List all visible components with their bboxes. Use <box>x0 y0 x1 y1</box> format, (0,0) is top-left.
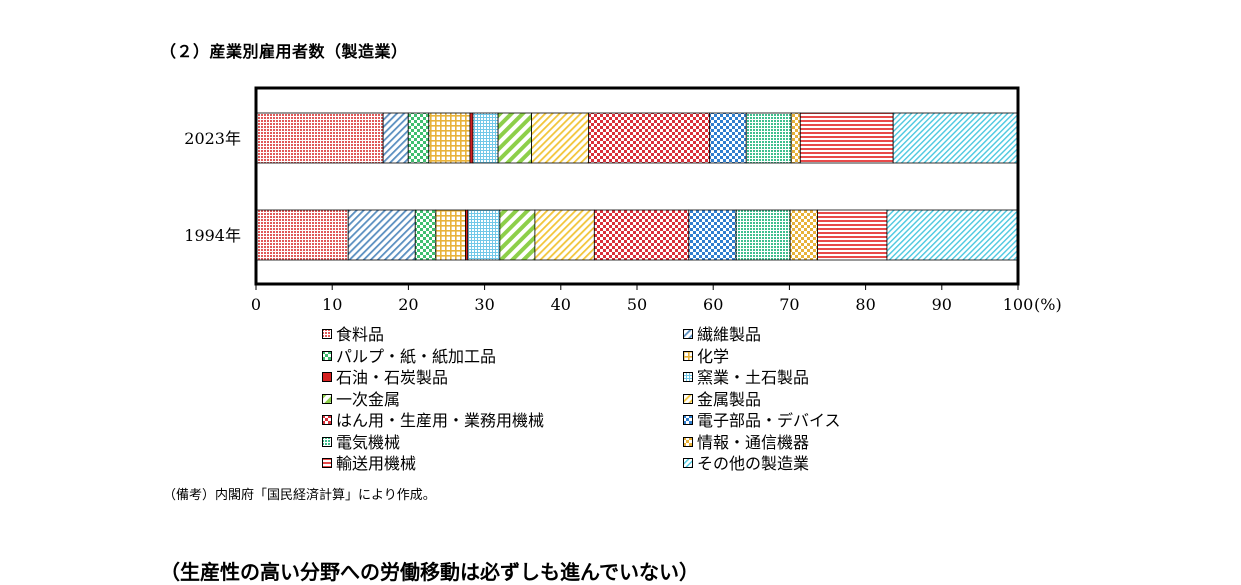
bar-segment <box>745 112 792 164</box>
bar-segment <box>593 209 690 261</box>
legend-item: 金属製品 <box>683 389 761 410</box>
source-note: （備考）内閣府「国民経済計算」により作成。 <box>163 488 436 503</box>
bar-segment <box>709 112 747 164</box>
y-category-label: 1994年 <box>184 226 241 245</box>
bar-segment <box>435 209 466 261</box>
x-tick-label: 70 <box>779 295 799 314</box>
bar-segment <box>886 209 1019 261</box>
legend-swatch <box>322 372 332 382</box>
legend-label: 石油・石炭製品 <box>336 368 449 387</box>
bar-segment <box>799 112 894 164</box>
bar-segment <box>469 112 474 164</box>
y-category-label: 2023年 <box>184 129 241 148</box>
legend-item: パルプ・紙・紙加工品 <box>322 346 496 367</box>
bar-segment <box>892 112 1019 164</box>
legend-label: 化学 <box>697 346 730 366</box>
bar-segment <box>531 112 590 164</box>
legend-swatch <box>683 393 693 404</box>
bar-segment <box>472 112 499 164</box>
legend-label: 一次金属 <box>336 389 401 409</box>
bar-segment <box>499 209 536 261</box>
bar-segment <box>817 209 888 261</box>
legend-label: 情報・通信機器 <box>697 432 810 452</box>
bar-segment <box>789 209 818 261</box>
legend-label: 繊維製品 <box>697 325 762 344</box>
bar-segment <box>255 209 349 261</box>
x-tick-label: 80 <box>855 295 875 314</box>
legend-label: 輸送用機械 <box>336 454 417 473</box>
legend-label: 電気機械 <box>336 432 401 452</box>
legend-swatch <box>322 350 332 361</box>
legend-swatch <box>322 393 332 404</box>
legend-label: はん用・生産用・業務用機械 <box>336 411 545 430</box>
legend-item: 情報・通信機器 <box>683 432 809 453</box>
bar-segment <box>735 209 791 261</box>
bar-segment <box>414 209 437 261</box>
section-title: （２）産業別雇用者数（製造業） <box>160 42 408 61</box>
legend-swatch <box>322 436 332 447</box>
x-tick-label: 0 <box>251 295 261 314</box>
bar-segment <box>497 112 532 164</box>
bar-segment <box>467 209 501 261</box>
x-tick-label: 60 <box>703 295 723 314</box>
legend-label: 電子部品・デバイス <box>697 411 841 430</box>
bar-segment <box>688 209 737 261</box>
x-tick-label: 20 <box>398 295 418 314</box>
x-tick-label: 50 <box>627 295 647 314</box>
bar-segment <box>347 209 416 261</box>
bar-segment <box>428 112 471 164</box>
x-tick-label: 10 <box>322 295 342 314</box>
bar-segment <box>382 112 409 164</box>
legend-item: 食料品 <box>322 324 384 345</box>
legend-item: 繊維製品 <box>683 324 761 345</box>
bar-segment <box>790 112 801 164</box>
legend-item: 石油・石炭製品 <box>322 367 448 388</box>
next-section-heading: （生産性の高い分野への労働移動は必ずしも進んでいない） <box>160 560 699 584</box>
x-tick-label: 100 <box>1003 295 1034 314</box>
legend-item: 電気機械 <box>322 432 400 453</box>
legend-item: 電子部品・デバイス <box>683 410 841 431</box>
x-tick-label: 40 <box>551 295 571 314</box>
legend-swatch <box>322 329 332 339</box>
legend-swatch <box>322 458 332 468</box>
legend-swatch <box>683 458 693 468</box>
legend-swatch <box>683 350 693 361</box>
legend-swatch <box>683 329 693 339</box>
legend-swatch <box>683 372 693 382</box>
legend-item: はん用・生産用・業務用機械 <box>322 410 544 431</box>
legend-item: その他の製造業 <box>683 453 809 474</box>
bar-segment <box>255 112 384 164</box>
bar-segment <box>534 209 595 261</box>
bar-segment <box>407 112 430 164</box>
x-unit-label: (%) <box>1034 295 1062 314</box>
legend-item: 化学 <box>683 346 729 367</box>
legend-label: パルプ・紙・紙加工品 <box>336 346 497 366</box>
legend-item: 一次金属 <box>322 389 400 410</box>
stacked-bar-chart: 2023年 1994年 0 10 20 30 40 50 60 70 80 90 100 (%) <box>184 86 1062 314</box>
legend-label: 窯業・土石製品 <box>697 368 810 387</box>
bar-segment <box>588 112 711 164</box>
x-tick-label: 90 <box>932 295 952 314</box>
legend-swatch <box>683 436 693 447</box>
legend-label: 食料品 <box>336 325 385 344</box>
legend-label: その他の製造業 <box>697 454 810 473</box>
x-tick-label: 30 <box>474 295 494 314</box>
legend-item: 輸送用機械 <box>322 453 416 474</box>
legend-swatch <box>322 415 332 425</box>
legend-swatch <box>683 415 693 425</box>
legend-item: 窯業・土石製品 <box>683 367 809 388</box>
legend-label: 金属製品 <box>697 389 762 409</box>
